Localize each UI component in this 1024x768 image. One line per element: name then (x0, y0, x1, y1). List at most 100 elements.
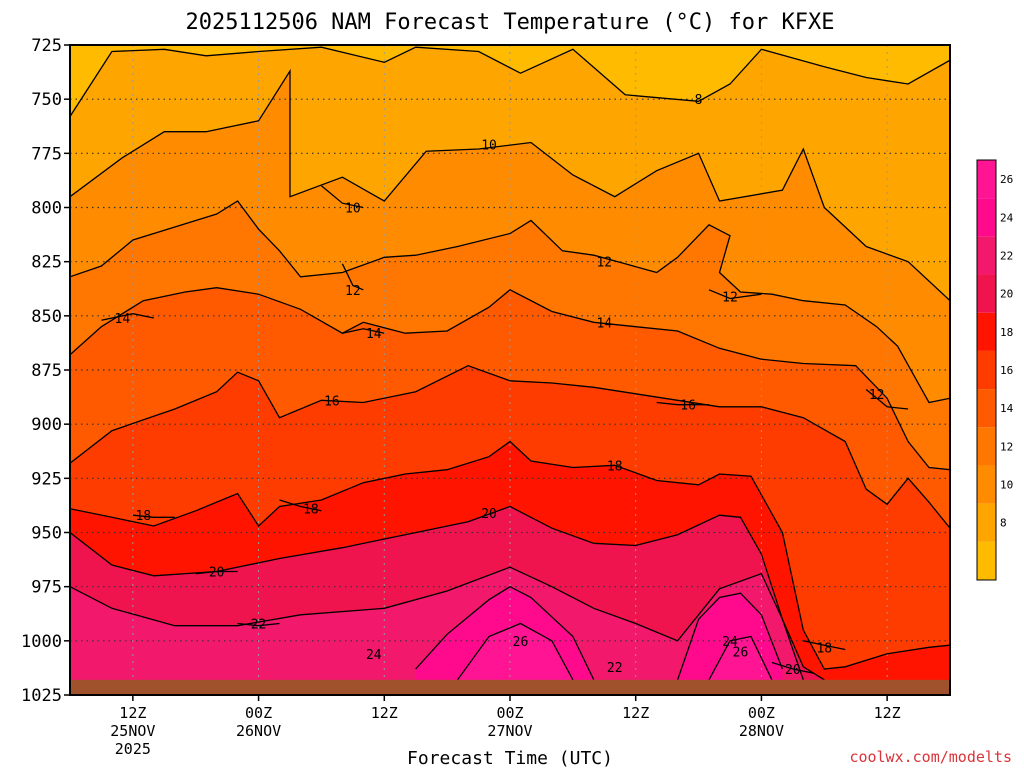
x-tick-label-66: 00Z (748, 704, 775, 722)
y-tick-label-725: 725 (31, 36, 62, 56)
ground-layer (70, 679, 950, 695)
isotherm-14-9 (342, 328, 385, 334)
colorbar-tick-12: 12 (1000, 440, 1013, 453)
isotherm-14-7 (70, 287, 950, 471)
colorbar-band-20 (977, 274, 996, 313)
isotherm-26-23 (457, 622, 574, 681)
colorbar-band-6 (977, 541, 996, 580)
y-tick-label-750: 750 (31, 90, 62, 110)
isotherm-8-0 (70, 46, 950, 117)
colorbar-band-22 (977, 236, 996, 275)
colorbar-tick-20: 20 (1000, 288, 1013, 301)
chart-title: 2025112506 NAM Forecast Temperature (°C)… (185, 10, 834, 35)
isotherm-label-20-16: 20 (481, 507, 497, 522)
y-tick-label-800: 800 (31, 199, 62, 219)
isotherm-label-12-5: 12 (722, 290, 738, 305)
isotherm-label-10-1: 10 (481, 139, 497, 154)
colorbar-frame (976, 159, 997, 581)
y-tick-label-1025: 1025 (21, 686, 62, 706)
colorbar-tick-18: 18 (1000, 326, 1013, 339)
isotherm-18-14 (132, 514, 175, 518)
y-tick-label-975: 975 (31, 578, 62, 598)
isotherm-label-20-17: 20 (209, 566, 225, 581)
colorbar-tick-26: 26 (1000, 173, 1013, 186)
isotherm-10-2 (320, 185, 364, 209)
x-tick-date-18: 26NOV (236, 722, 281, 740)
isotherm-label-22-20: 22 (251, 618, 267, 633)
y-tick-label-1000: 1000 (21, 632, 62, 652)
x-tick-label-6: 12Z (119, 704, 146, 722)
isotherm-label-12-3: 12 (596, 256, 612, 271)
y-tick-label-775: 775 (31, 144, 62, 164)
y-tick-label-925: 925 (31, 469, 62, 489)
isotherm-20-18 (771, 661, 814, 674)
isotherm-label-18-15: 18 (816, 641, 832, 656)
colorbar-band-14 (977, 389, 996, 428)
isotherm-16-11 (656, 401, 709, 406)
isotherm-24-22 (676, 592, 784, 681)
isotherm-12-5 (708, 289, 762, 300)
isotherm-label-22-19: 22 (607, 661, 623, 676)
x-tick-label-78: 12Z (874, 704, 901, 722)
credit-text: coolwx.com/modelts (849, 748, 1012, 766)
colorbar: 8 10 12 14 16 18 20 22 24 26 (976, 159, 1014, 581)
isotherm-label-26-24: 26 (733, 646, 749, 661)
isotherm-label-12-4: 12 (345, 284, 361, 299)
isotherm-label-24-22: 24 (722, 635, 738, 650)
isotherm-label-26-23: 26 (513, 635, 529, 650)
ground-strip (70, 679, 950, 695)
colorbar-band-12 (977, 427, 996, 466)
x-tick-label-30: 12Z (371, 704, 398, 722)
isotherm-18-13 (279, 499, 322, 512)
y-tick-label-825: 825 (31, 253, 62, 273)
isotherm-14-8 (101, 313, 154, 321)
isotherm-label-16-10: 16 (324, 394, 340, 409)
title-group: 2025112506 NAM Forecast Temperature (°C)… (185, 10, 834, 35)
isotherm-label-16-11: 16 (680, 399, 696, 414)
isotherm-lines: 8 10 10 12 12 12 12 14 14 14 16 16 18 18 18 18 20 20 20 22 2… (70, 46, 950, 681)
isotherm-label-20-18: 20 (785, 663, 801, 678)
isotherm-12-6 (865, 388, 909, 410)
colorbar-band-18 (977, 312, 996, 351)
y-tick-label-850: 850 (31, 307, 62, 327)
isotherm-18-15 (803, 640, 846, 651)
x-tick-year-6: 2025 (115, 740, 151, 758)
x-tick-date-6: 25NOV (110, 722, 155, 740)
isotherm-20-17 (195, 570, 238, 575)
isotherm-label-24-21: 24 (366, 648, 382, 663)
colorbar-tick-16: 16 (1000, 364, 1013, 377)
isotherm-26-24 (708, 635, 773, 681)
x-tick-label-18: 00Z (245, 704, 272, 722)
colorbar-tick-14: 14 (1000, 402, 1014, 415)
band-22-19 (70, 567, 804, 695)
isotherm-label-10-2: 10 (345, 202, 361, 217)
colorbar-band-16 (977, 350, 996, 390)
colorbar-tick-8: 8 (1000, 517, 1007, 530)
isotherm-label-14-8: 14 (115, 312, 131, 327)
colorbar-tick-24: 24 (1000, 211, 1014, 224)
x-axis-label: Forecast Time (UTC) (407, 748, 613, 768)
colorbar-tick-10: 10 (1000, 479, 1013, 492)
isotherm-label-18-12: 18 (607, 459, 623, 474)
colorbar-band-8 (977, 503, 996, 542)
isotherm-label-14-9: 14 (366, 327, 382, 342)
isotherm-label-18-14: 18 (136, 509, 152, 524)
y-tick-label-950: 950 (31, 524, 62, 544)
colorbar-tick-22: 22 (1000, 249, 1013, 262)
x-tick-label-54: 12Z (622, 704, 649, 722)
isotherm-label-8-0: 8 (695, 93, 703, 108)
grid-lines (70, 45, 950, 695)
isotherm-16-10 (70, 364, 950, 529)
isotherm-label-12-6: 12 (869, 388, 885, 403)
colorbar-band-24 (977, 198, 996, 237)
isotherm-10-1 (70, 68, 950, 302)
y-tick-label-875: 875 (31, 361, 62, 381)
isotherm-18-12 (70, 440, 950, 670)
x-tick-label-42: 00Z (496, 704, 523, 722)
colorbar-band-10 (977, 465, 996, 504)
colorbar-band-26 (977, 160, 996, 199)
y-tick-label-900: 900 (31, 415, 62, 435)
isotherm-22-19 (70, 566, 804, 681)
